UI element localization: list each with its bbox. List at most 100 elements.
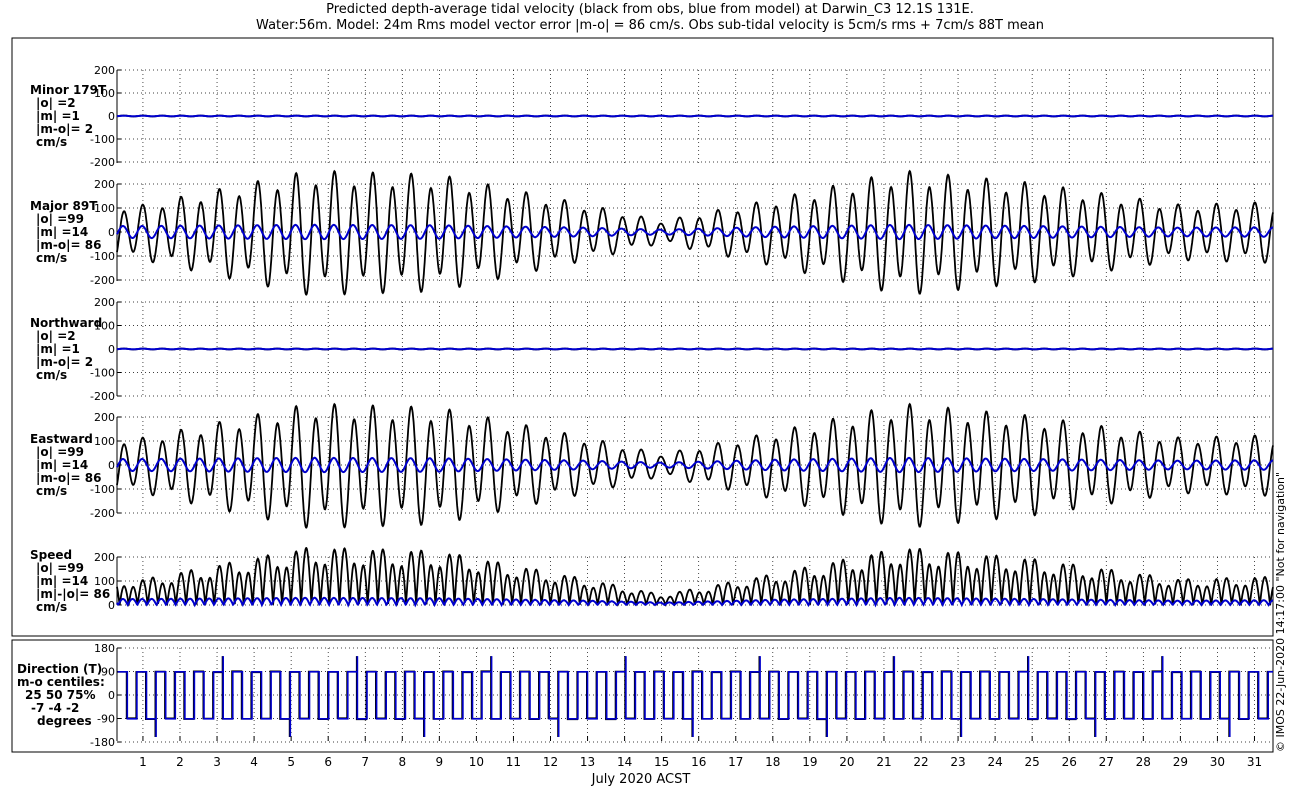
x-tick-label: 24 [987, 755, 1002, 769]
x-axis: 1 2 3 4 5 6 7 8 9 10 11 12 13 14 15 16 17 18 19 20 21 22 23 24 2… [139, 736, 1262, 787]
y-tick-label: 200 [94, 551, 115, 564]
direction-frame [11, 639, 1274, 753]
x-tick-label: 30 [1210, 755, 1225, 769]
x-tick-label: 4 [250, 755, 258, 769]
x-tick-label: 19 [802, 755, 817, 769]
y-tick-label: 90 [101, 666, 115, 679]
panel-label-line: Direction (T) [17, 662, 102, 676]
panel-label-line: |o| =99 [36, 445, 84, 459]
y-tick-label: -100 [90, 367, 115, 380]
y-tick-label: -180 [90, 736, 115, 749]
x-tick-label: 3 [213, 755, 221, 769]
panel-northward: -200 -100 0 100 200 Northward|o| =2|m| =1|m-o… [30, 296, 1273, 403]
y-tick-label: 0 [108, 110, 115, 123]
x-tick-label: 1 [139, 755, 147, 769]
panel-label-line: cm/s [36, 600, 67, 614]
x-tick-label: 11 [506, 755, 521, 769]
series-model [116, 223, 1274, 241]
x-tick-label: 27 [1099, 755, 1114, 769]
x-tick-label: 28 [1136, 755, 1151, 769]
panel-label-line: cm/s [36, 368, 67, 382]
y-tick-label: -100 [90, 483, 115, 496]
x-tick-label: 7 [361, 755, 369, 769]
x-axis-label: July 2020 ACST [591, 772, 691, 787]
panel-label-line: |m-o|= 86 [36, 238, 101, 252]
y-tick-label: -200 [90, 507, 115, 520]
x-tick-label: 6 [324, 755, 332, 769]
panel-major: -200 -100 0 100 200 Major 89T|o| =99|m| =14|m… [30, 169, 1274, 296]
x-tick-label: 29 [1173, 755, 1188, 769]
panel-label-line: |m-o|= 86 [36, 471, 101, 485]
x-tick-label: 2 [176, 755, 184, 769]
y-tick-label: 0 [108, 343, 115, 356]
x-tick-label: 12 [543, 755, 558, 769]
panel-label-line: 25 50 75% [25, 688, 95, 702]
y-tick-label: -100 [90, 133, 115, 146]
panel-label-line: Eastward [30, 432, 93, 446]
panel-label-line: m-o centiles: [17, 675, 105, 689]
panel-label-line: Northward [30, 316, 102, 330]
imos-credit: © IMOS 22-Jun-2020 14:17:00 "Not for nav… [1274, 471, 1287, 752]
panel-label-line: |m| =14 [36, 458, 88, 472]
y-tick-label: 0 [108, 226, 115, 239]
panel-label-line: Speed [30, 548, 72, 562]
x-tick-label: 17 [728, 755, 743, 769]
panel-label-line: |o| =2 [36, 329, 76, 343]
x-tick-label: 26 [1062, 755, 1077, 769]
panel-label-line: Minor 179T [30, 83, 107, 97]
series-model [116, 596, 1274, 608]
y-tick-label: 0 [108, 689, 115, 702]
upper-frame [11, 37, 1274, 637]
y-tick-label: -100 [90, 250, 115, 263]
series-obs [116, 547, 1274, 607]
y-tick-label: 180 [94, 642, 115, 655]
panel-label-line: |o| =99 [36, 561, 84, 575]
panel-label-line: |o| =99 [36, 212, 84, 226]
y-tick-label: 100 [94, 87, 115, 100]
panel-label-line: cm/s [36, 251, 67, 265]
y-tick-label: 200 [94, 296, 115, 309]
x-tick-label: 22 [913, 755, 928, 769]
y-tick-label: 0 [108, 459, 115, 472]
panel-label-line: |m-o|= 2 [36, 355, 93, 369]
x-tick-label: 18 [765, 755, 780, 769]
x-tick-label: 13 [580, 755, 595, 769]
x-tick-label: 16 [691, 755, 706, 769]
x-tick-label: 9 [436, 755, 444, 769]
panel-label-line: |o| =2 [36, 96, 76, 110]
chart-title-line-1: Predicted depth-average tidal velocity (… [326, 2, 974, 17]
x-tick-label: 14 [617, 755, 632, 769]
panel-label-line: cm/s [36, 484, 67, 498]
y-tick-label: 100 [94, 575, 115, 588]
y-tick-label: 100 [94, 320, 115, 333]
panel-label-line: cm/s [36, 135, 67, 149]
y-tick-label: -200 [90, 390, 115, 403]
panel-minor: -200 -100 0 100 200 Minor 179T|o| =2|m| =1|m-… [30, 64, 1273, 169]
y-tick-label: -90 [97, 713, 115, 726]
panel-label-line: |m| =1 [36, 342, 80, 356]
x-tick-label: 5 [287, 755, 295, 769]
panel-label-line: |m|-|o|= 86 [36, 587, 110, 601]
y-tick-label: 100 [94, 202, 115, 215]
panel-label-line: -7 -4 -2 [31, 701, 79, 715]
panel-label-line: degrees [37, 714, 92, 728]
x-tick-label: 20 [839, 755, 854, 769]
panel-label-line: |m| =14 [36, 225, 88, 239]
panel-speed: 0 100 200 Speed|o| =99|m| =14|m|-|o|= 86cm/… [30, 547, 1274, 614]
panel-label-line: |m| =1 [36, 109, 80, 123]
y-tick-label: 100 [94, 435, 115, 448]
y-tick-label: -200 [90, 274, 115, 287]
y-tick-label: -200 [90, 156, 115, 169]
x-tick-label: 23 [950, 755, 965, 769]
y-tick-label: 200 [94, 411, 115, 424]
chart-title-line-2: Water:56m. Model: 24m Rms model vector e… [256, 18, 1044, 33]
series-model [116, 456, 1274, 474]
x-tick-label: 21 [876, 755, 891, 769]
x-tick-label: 8 [398, 755, 406, 769]
x-tick-label: 10 [469, 755, 484, 769]
x-tick-label: 25 [1025, 755, 1040, 769]
panel-label-line: Major 89T [30, 199, 98, 213]
series-model [117, 656, 1273, 737]
